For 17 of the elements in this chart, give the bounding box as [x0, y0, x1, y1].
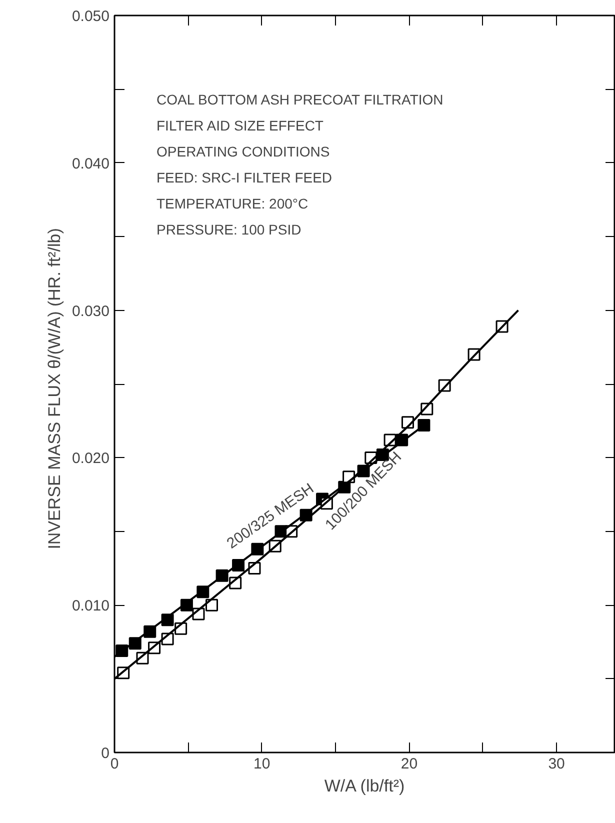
x-tick-label: 20 [400, 756, 418, 772]
y-tick-label: 0.040 [72, 155, 110, 172]
annotation: TEMPERATURE: 200°C [156, 196, 308, 212]
y-tick-label: 0.050 [72, 8, 110, 25]
annotation: FILTER AID SIZE EFFECT [156, 118, 324, 134]
annotation: FEED: SRC-I FILTER FEED [156, 170, 332, 186]
annotation: COAL BOTTOM ASH PRECOAT FILTRATION [156, 92, 444, 108]
x-axis-title: W/A (lb/ft²) [324, 776, 405, 796]
y-tick-label: 0.030 [72, 302, 110, 320]
x-tick-label: 10 [254, 756, 270, 772]
y-tick-label: 0.010 [72, 598, 110, 615]
y-tick-label: 0.020 [72, 450, 110, 468]
annotation: PRESSURE: 100 PSID [156, 222, 302, 238]
y-axis-title: INVERSE MASS FLUX θ/(W/A) (HR. ft²/lb) [44, 228, 64, 550]
y-tick-label: 0 [101, 745, 110, 762]
x-tick-label: 30 [548, 756, 565, 772]
annotation: OPERATING CONDITIONS [156, 144, 330, 160]
